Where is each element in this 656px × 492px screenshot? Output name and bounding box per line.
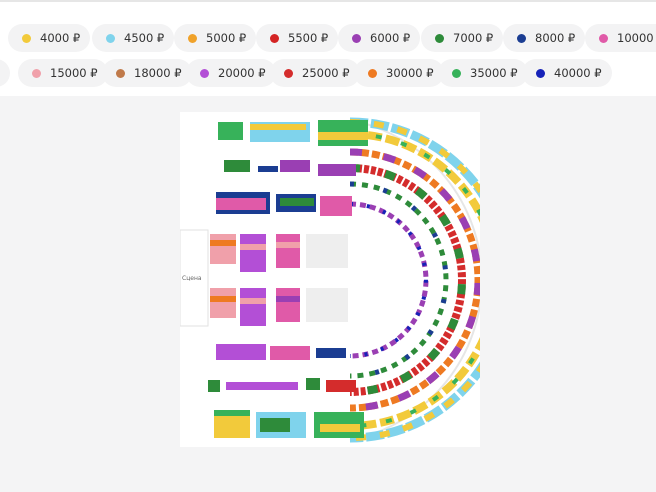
- price-color-dot: [368, 68, 377, 78]
- price-chip-8000[interactable]: 8000 ₽: [503, 24, 586, 52]
- floor-sector[interactable]: [276, 288, 300, 322]
- price-chip-label: 35000 ₽: [470, 66, 518, 80]
- stage: [180, 229, 209, 327]
- price-chip-18000[interactable]: 18000 ₽: [102, 59, 192, 87]
- inner-ring-overlay[interactable]: [349, 181, 449, 379]
- price-color-dot: [188, 33, 197, 43]
- seating-map-canvas[interactable]: Сцена: [180, 112, 480, 447]
- floor-ring-overlay[interactable]: [349, 202, 428, 358]
- floor-sector[interactable]: [276, 234, 300, 268]
- price-color-dot: [22, 33, 31, 43]
- sector-block[interactable]: [270, 346, 310, 360]
- sector-block[interactable]: [226, 382, 298, 390]
- floor-sector[interactable]: [306, 288, 348, 322]
- price-chip-25000[interactable]: 25000 ₽: [270, 59, 360, 87]
- price-color-dot: [116, 68, 125, 78]
- price-chip-label: 4000 ₽: [40, 31, 81, 45]
- floor-sector[interactable]: [240, 234, 266, 272]
- sector-block[interactable]: [320, 424, 360, 432]
- sector-block[interactable]: [208, 380, 220, 392]
- price-chip-4500[interactable]: 4500 ₽: [92, 24, 175, 52]
- floor-sector[interactable]: [276, 296, 300, 302]
- price-filter-bar: 4000 ₽ 4500 ₽ 5000 ₽ 5500 ₽ 6000 ₽ 7000 …: [0, 0, 656, 96]
- price-chip-label: 30000 ₽: [386, 66, 434, 80]
- sector-block[interactable]: [320, 196, 352, 216]
- sector-block[interactable]: [224, 160, 250, 172]
- price-chip-4000[interactable]: 4000 ₽: [8, 24, 91, 52]
- price-chip-label: 10000 ₽: [617, 31, 656, 45]
- price-chip-5000[interactable]: 5000 ₽: [174, 24, 257, 52]
- floor-sector[interactable]: [210, 296, 236, 302]
- sector-block[interactable]: [250, 124, 306, 130]
- price-color-dot: [200, 68, 209, 78]
- top-divider: [0, 0, 656, 2]
- sector-block[interactable]: [318, 164, 356, 176]
- sector-block[interactable]: [214, 410, 250, 416]
- floor-sector[interactable]: [210, 234, 236, 264]
- price-chip-label: 6000 ₽: [370, 31, 411, 45]
- price-color-dot: [32, 68, 41, 78]
- floor-sector[interactable]: [210, 240, 236, 246]
- price-chip-label: 20000 ₽: [218, 66, 266, 80]
- floor-sector[interactable]: [210, 288, 236, 318]
- price-chip-partial[interactable]: [0, 59, 10, 87]
- sector-block[interactable]: [218, 122, 243, 140]
- sector-block[interactable]: [316, 348, 346, 358]
- ring-1-section[interactable]: [349, 164, 466, 396]
- price-color-dot: [536, 68, 545, 78]
- price-chip-40000[interactable]: 40000 ₽: [522, 59, 612, 87]
- seating-map[interactable]: Сцена: [180, 112, 480, 447]
- ring-2-overlay[interactable]: [349, 148, 480, 412]
- price-color-dot: [599, 33, 608, 43]
- price-chip-20000[interactable]: 20000 ₽: [186, 59, 276, 87]
- price-chip-label: 5500 ₽: [288, 31, 329, 45]
- price-chip-label: 4500 ₽: [124, 31, 165, 45]
- price-chip-35000[interactable]: 35000 ₽: [438, 59, 528, 87]
- inner-ring-section[interactable]: [349, 181, 449, 379]
- sector-block[interactable]: [306, 378, 320, 390]
- floor-sector[interactable]: [240, 244, 266, 250]
- price-color-dot: [284, 68, 293, 78]
- price-chip-label: 8000 ₽: [535, 31, 576, 45]
- sector-block[interactable]: [280, 160, 310, 172]
- sector-block[interactable]: [216, 344, 266, 360]
- price-chip-6000[interactable]: 6000 ₽: [338, 24, 421, 52]
- price-color-dot: [517, 33, 526, 43]
- floor-sector[interactable]: [276, 242, 300, 248]
- price-chip-10000[interactable]: 10000 ₽: [585, 24, 656, 52]
- price-chip-7000[interactable]: 7000 ₽: [421, 24, 504, 52]
- price-chip-label: 18000 ₽: [134, 66, 182, 80]
- price-color-dot: [106, 33, 115, 43]
- sector-block[interactable]: [318, 132, 368, 140]
- floor-sector[interactable]: [240, 298, 266, 304]
- sector-block[interactable]: [216, 198, 266, 210]
- price-color-dot: [270, 33, 279, 43]
- stage-label: Сцена: [182, 275, 202, 282]
- price-chip-30000[interactable]: 30000 ₽: [354, 59, 444, 87]
- price-chip-label: 7000 ₽: [453, 31, 494, 45]
- price-chip-5500[interactable]: 5500 ₽: [256, 24, 339, 52]
- price-color-dot: [435, 33, 444, 43]
- price-chip-label: 15000 ₽: [50, 66, 98, 80]
- price-chip-label: 5000 ₽: [206, 31, 247, 45]
- outer-ring-overlay[interactable]: [349, 119, 480, 441]
- price-chip-label: 40000 ₽: [554, 66, 602, 80]
- ring-3-section[interactable]: [349, 130, 480, 430]
- floor-sector[interactable]: [240, 288, 266, 326]
- sector-block[interactable]: [260, 418, 290, 432]
- floor-sector[interactable]: [306, 234, 348, 268]
- price-chip-15000[interactable]: 15000 ₽: [18, 59, 108, 87]
- floor-ring-section[interactable]: [349, 201, 429, 359]
- price-chip-label: 25000 ₽: [302, 66, 350, 80]
- sector-block[interactable]: [326, 380, 356, 392]
- sector-block[interactable]: [280, 198, 314, 206]
- price-color-dot: [452, 68, 461, 78]
- sector-block[interactable]: [258, 166, 278, 172]
- price-color-dot: [352, 33, 361, 43]
